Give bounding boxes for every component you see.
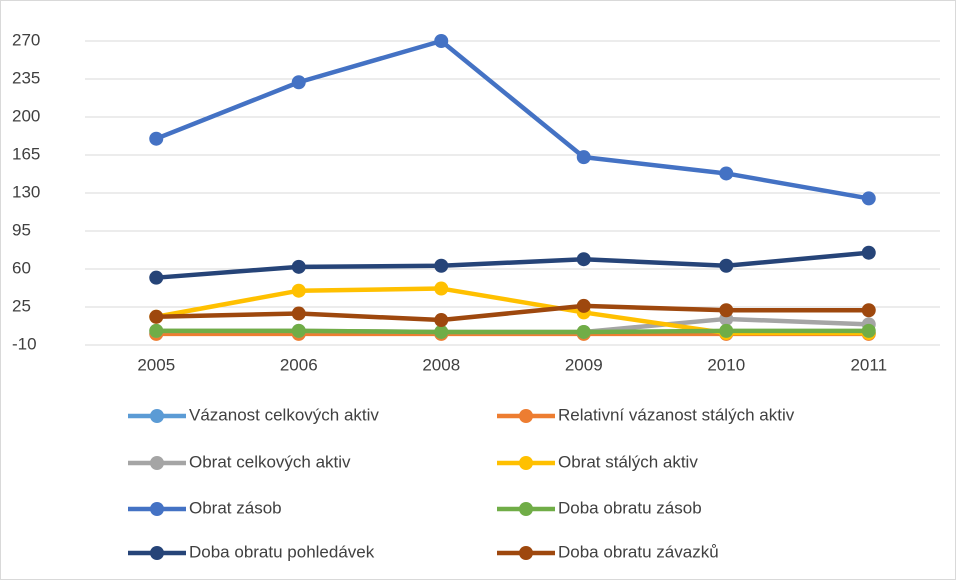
data-point bbox=[291, 306, 306, 321]
data-point bbox=[434, 313, 449, 328]
data-point bbox=[149, 323, 164, 338]
x-tick-label: 2010 bbox=[707, 355, 745, 374]
y-tick-label: 60 bbox=[12, 258, 31, 277]
data-point bbox=[719, 166, 734, 181]
legend-label: Doba obratu závazků bbox=[558, 542, 719, 561]
data-point bbox=[434, 258, 449, 273]
data-point bbox=[719, 303, 734, 318]
y-tick-label: 270 bbox=[12, 30, 40, 49]
legend-marker bbox=[519, 546, 533, 560]
data-point bbox=[861, 303, 876, 318]
legend-label: Obrat stálých aktiv bbox=[558, 452, 698, 471]
data-point bbox=[719, 258, 734, 273]
y-tick-label: 200 bbox=[12, 106, 40, 125]
legend-marker bbox=[519, 409, 533, 423]
x-tick-label: 2006 bbox=[280, 355, 318, 374]
data-point bbox=[291, 259, 306, 274]
y-tick-label: 95 bbox=[12, 220, 31, 239]
data-point bbox=[291, 75, 306, 90]
x-tick-label: 2011 bbox=[850, 355, 887, 374]
x-tick-label: 2008 bbox=[422, 355, 460, 374]
legend-label: Relativní vázanost stálých aktiv bbox=[558, 405, 795, 424]
data-point bbox=[861, 245, 876, 260]
legend-label: Obrat celkových aktiv bbox=[189, 452, 351, 471]
legend-marker bbox=[150, 409, 164, 423]
legend-label: Doba obratu pohledávek bbox=[189, 542, 375, 561]
y-tick-label: -10 bbox=[12, 334, 37, 353]
x-tick-label: 2009 bbox=[565, 355, 603, 374]
legend-label: Vázanost celkových aktiv bbox=[189, 405, 379, 424]
series-line bbox=[155, 38, 870, 201]
y-tick-label: 235 bbox=[12, 68, 40, 87]
legend-marker bbox=[150, 546, 164, 560]
data-point bbox=[149, 309, 164, 324]
series-line bbox=[156, 250, 869, 280]
legend-marker bbox=[519, 502, 533, 516]
series-line bbox=[156, 328, 869, 335]
data-point bbox=[434, 281, 449, 296]
series-line bbox=[156, 303, 869, 323]
data-point bbox=[434, 324, 449, 339]
legend-marker bbox=[150, 456, 164, 470]
y-tick-label: 165 bbox=[12, 144, 40, 163]
data-point bbox=[576, 324, 591, 339]
data-point bbox=[576, 298, 591, 313]
data-point bbox=[291, 323, 306, 338]
data-point bbox=[434, 34, 449, 48]
data-point bbox=[149, 270, 164, 285]
data-point bbox=[291, 283, 306, 298]
data-point bbox=[576, 150, 591, 165]
legend-label: Obrat zásob bbox=[189, 498, 282, 517]
y-tick-label: 25 bbox=[12, 296, 31, 315]
data-point bbox=[576, 252, 591, 267]
data-point bbox=[149, 131, 164, 146]
y-tick-label: 130 bbox=[12, 182, 40, 201]
data-point bbox=[861, 191, 876, 206]
legend-marker bbox=[150, 502, 164, 516]
data-point bbox=[719, 323, 734, 338]
x-tick-label: 2005 bbox=[137, 355, 175, 374]
legend-marker bbox=[519, 456, 533, 470]
data-point bbox=[861, 323, 876, 338]
legend-label: Doba obratu zásob bbox=[558, 498, 702, 517]
